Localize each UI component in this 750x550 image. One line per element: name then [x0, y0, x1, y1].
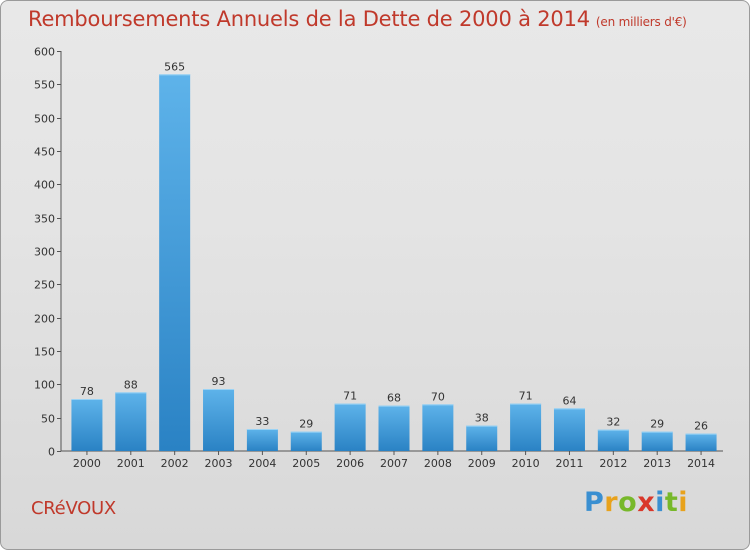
logo-letter: r [604, 487, 619, 518]
x-tick-label: 2009 [468, 457, 496, 470]
bar [290, 431, 322, 451]
bar-value-label: 68 [387, 392, 401, 405]
x-tick-label: 2006 [336, 457, 364, 470]
y-tick-label: 200 [34, 313, 55, 326]
x-tick-label: 2003 [205, 457, 233, 470]
bar [641, 431, 673, 451]
bar [203, 389, 235, 451]
y-tick-label: 250 [34, 279, 55, 292]
chart-subtitle: (en milliers d'€) [595, 15, 687, 29]
bar [685, 433, 717, 451]
bar [71, 399, 103, 451]
bar [422, 404, 454, 451]
bar-value-label: 70 [431, 390, 445, 403]
logo-letter: t [664, 487, 679, 518]
bar [597, 429, 629, 451]
bar-value-label: 32 [606, 416, 620, 429]
bar-value-label: 88 [124, 378, 138, 391]
bar [466, 425, 498, 451]
bar [159, 74, 191, 451]
x-tick-label: 2007 [380, 457, 408, 470]
bar [378, 405, 410, 451]
logo-letter: i [655, 487, 665, 518]
x-tick-label: 2002 [161, 457, 189, 470]
y-tick-label: 350 [34, 213, 55, 226]
chart-title-text: Remboursements Annuels de la Dette de 20… [28, 7, 590, 31]
bar [553, 408, 585, 451]
commune-name: CRéVOUX [31, 498, 116, 519]
x-tick-label: 2000 [73, 457, 101, 470]
bar-value-label: 565 [164, 60, 185, 73]
y-tick-label: 0 [48, 446, 55, 459]
bar-value-label: 71 [519, 390, 533, 403]
bar-value-label: 78 [80, 385, 94, 398]
bar [246, 429, 278, 451]
x-tick-label: 2005 [292, 457, 320, 470]
y-tick-label: 300 [34, 246, 55, 259]
logo-letter: x [637, 487, 656, 518]
y-tick-label: 500 [34, 113, 55, 126]
logo-letter: i [678, 487, 689, 518]
logo-letter: o [618, 487, 638, 518]
x-tick-label: 2001 [117, 457, 145, 470]
x-tick-label: 2010 [512, 457, 540, 470]
bar-value-label: 33 [255, 415, 269, 428]
bar-value-label: 29 [299, 418, 313, 431]
chart-title: Remboursements Annuels de la Dette de 20… [28, 7, 687, 31]
bar-value-label: 93 [212, 375, 226, 388]
y-tick-label: 100 [34, 379, 55, 392]
x-tick-label: 2013 [643, 457, 671, 470]
bar-value-label: 38 [475, 412, 489, 425]
y-tick-label: 50 [41, 413, 55, 426]
x-tick-label: 2008 [424, 457, 452, 470]
x-tick-label: 2004 [248, 457, 276, 470]
x-tick-label: 2014 [687, 457, 715, 470]
proxiti-logo: Proxiti [584, 487, 688, 518]
logo-letter: P [584, 487, 605, 518]
x-tick-label: 2012 [599, 457, 627, 470]
y-tick-label: 550 [34, 79, 55, 92]
y-tick-label: 600 [34, 46, 55, 59]
bar [510, 403, 542, 451]
bar [334, 403, 366, 451]
bar [115, 392, 147, 451]
bar-value-label: 64 [562, 394, 576, 407]
bar-value-label: 71 [343, 390, 357, 403]
y-tick-label: 450 [34, 146, 55, 159]
bar-value-label: 26 [694, 420, 708, 433]
bar-value-label: 29 [650, 418, 664, 431]
y-tick-label: 400 [34, 179, 55, 192]
x-tick-label: 2011 [555, 457, 583, 470]
y-tick-label: 150 [34, 346, 55, 359]
